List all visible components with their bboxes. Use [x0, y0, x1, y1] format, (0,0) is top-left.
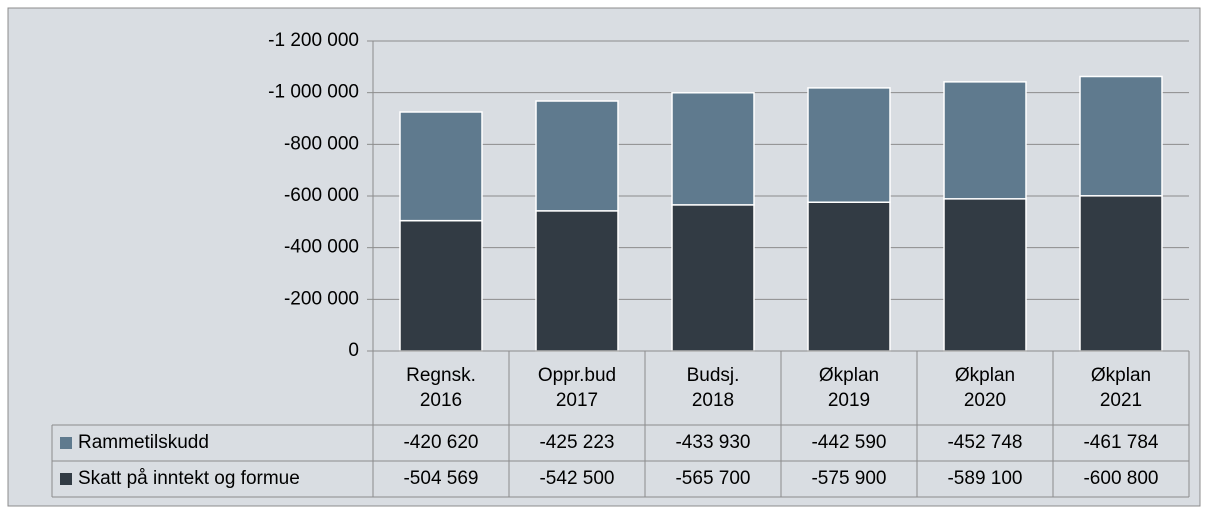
bar [399, 111, 483, 222]
bar [1079, 195, 1163, 352]
y-tick-label: 0 [348, 340, 359, 361]
y-tick-label: -1 200 000 [268, 30, 359, 51]
bar [535, 210, 619, 352]
table-value: -433 930 [675, 432, 750, 453]
legend-label: Skatt på inntekt og formue [78, 468, 300, 489]
x-tick-label: Økplan 2021 [1053, 351, 1189, 425]
table-value: -461 784 [1083, 432, 1158, 453]
x-tick-label: Oppr.bud 2017 [509, 351, 645, 425]
bar [671, 204, 755, 352]
bar [943, 198, 1027, 352]
x-tick-label: Budsj. 2018 [645, 351, 781, 425]
x-tick-label: Regnsk. 2016 [373, 351, 509, 425]
category-text: Budsj. 2018 [686, 365, 740, 411]
category-text: Oppr.bud 2017 [537, 365, 617, 411]
category-text: Regnsk. 2016 [406, 365, 476, 411]
category-text: Økplan 2021 [1090, 365, 1152, 411]
bar [1079, 75, 1163, 197]
category-text: Økplan 2019 [818, 365, 880, 411]
table-value: -504 569 [403, 468, 478, 489]
x-tick-label: Økplan 2019 [781, 351, 917, 425]
bar [671, 92, 755, 206]
y-tick-label: -400 000 [284, 237, 359, 258]
legend-swatch [60, 437, 72, 449]
bar [943, 81, 1027, 200]
legend-label: Rammetilskudd [78, 432, 209, 453]
bar [535, 100, 619, 212]
category-text: Økplan 2020 [954, 365, 1016, 411]
legend-swatch [60, 473, 72, 485]
bar [807, 87, 891, 203]
x-tick-label: Økplan 2020 [917, 351, 1053, 425]
table-value: -600 800 [1083, 468, 1158, 489]
bar [399, 219, 483, 352]
y-tick-label: -600 000 [284, 185, 359, 206]
table-value: -575 900 [811, 468, 886, 489]
y-tick-label: -800 000 [284, 133, 359, 154]
table-value: -589 100 [947, 468, 1022, 489]
table-value: -442 590 [811, 432, 886, 453]
table-value: -452 748 [947, 432, 1022, 453]
y-tick-label: -1 000 000 [268, 82, 359, 103]
table-value: -420 620 [403, 432, 478, 453]
table-value: -542 500 [539, 468, 614, 489]
table-value: -425 223 [539, 432, 614, 453]
bar [807, 201, 891, 352]
y-tick-label: -200 000 [284, 288, 359, 309]
table-value: -565 700 [675, 468, 750, 489]
